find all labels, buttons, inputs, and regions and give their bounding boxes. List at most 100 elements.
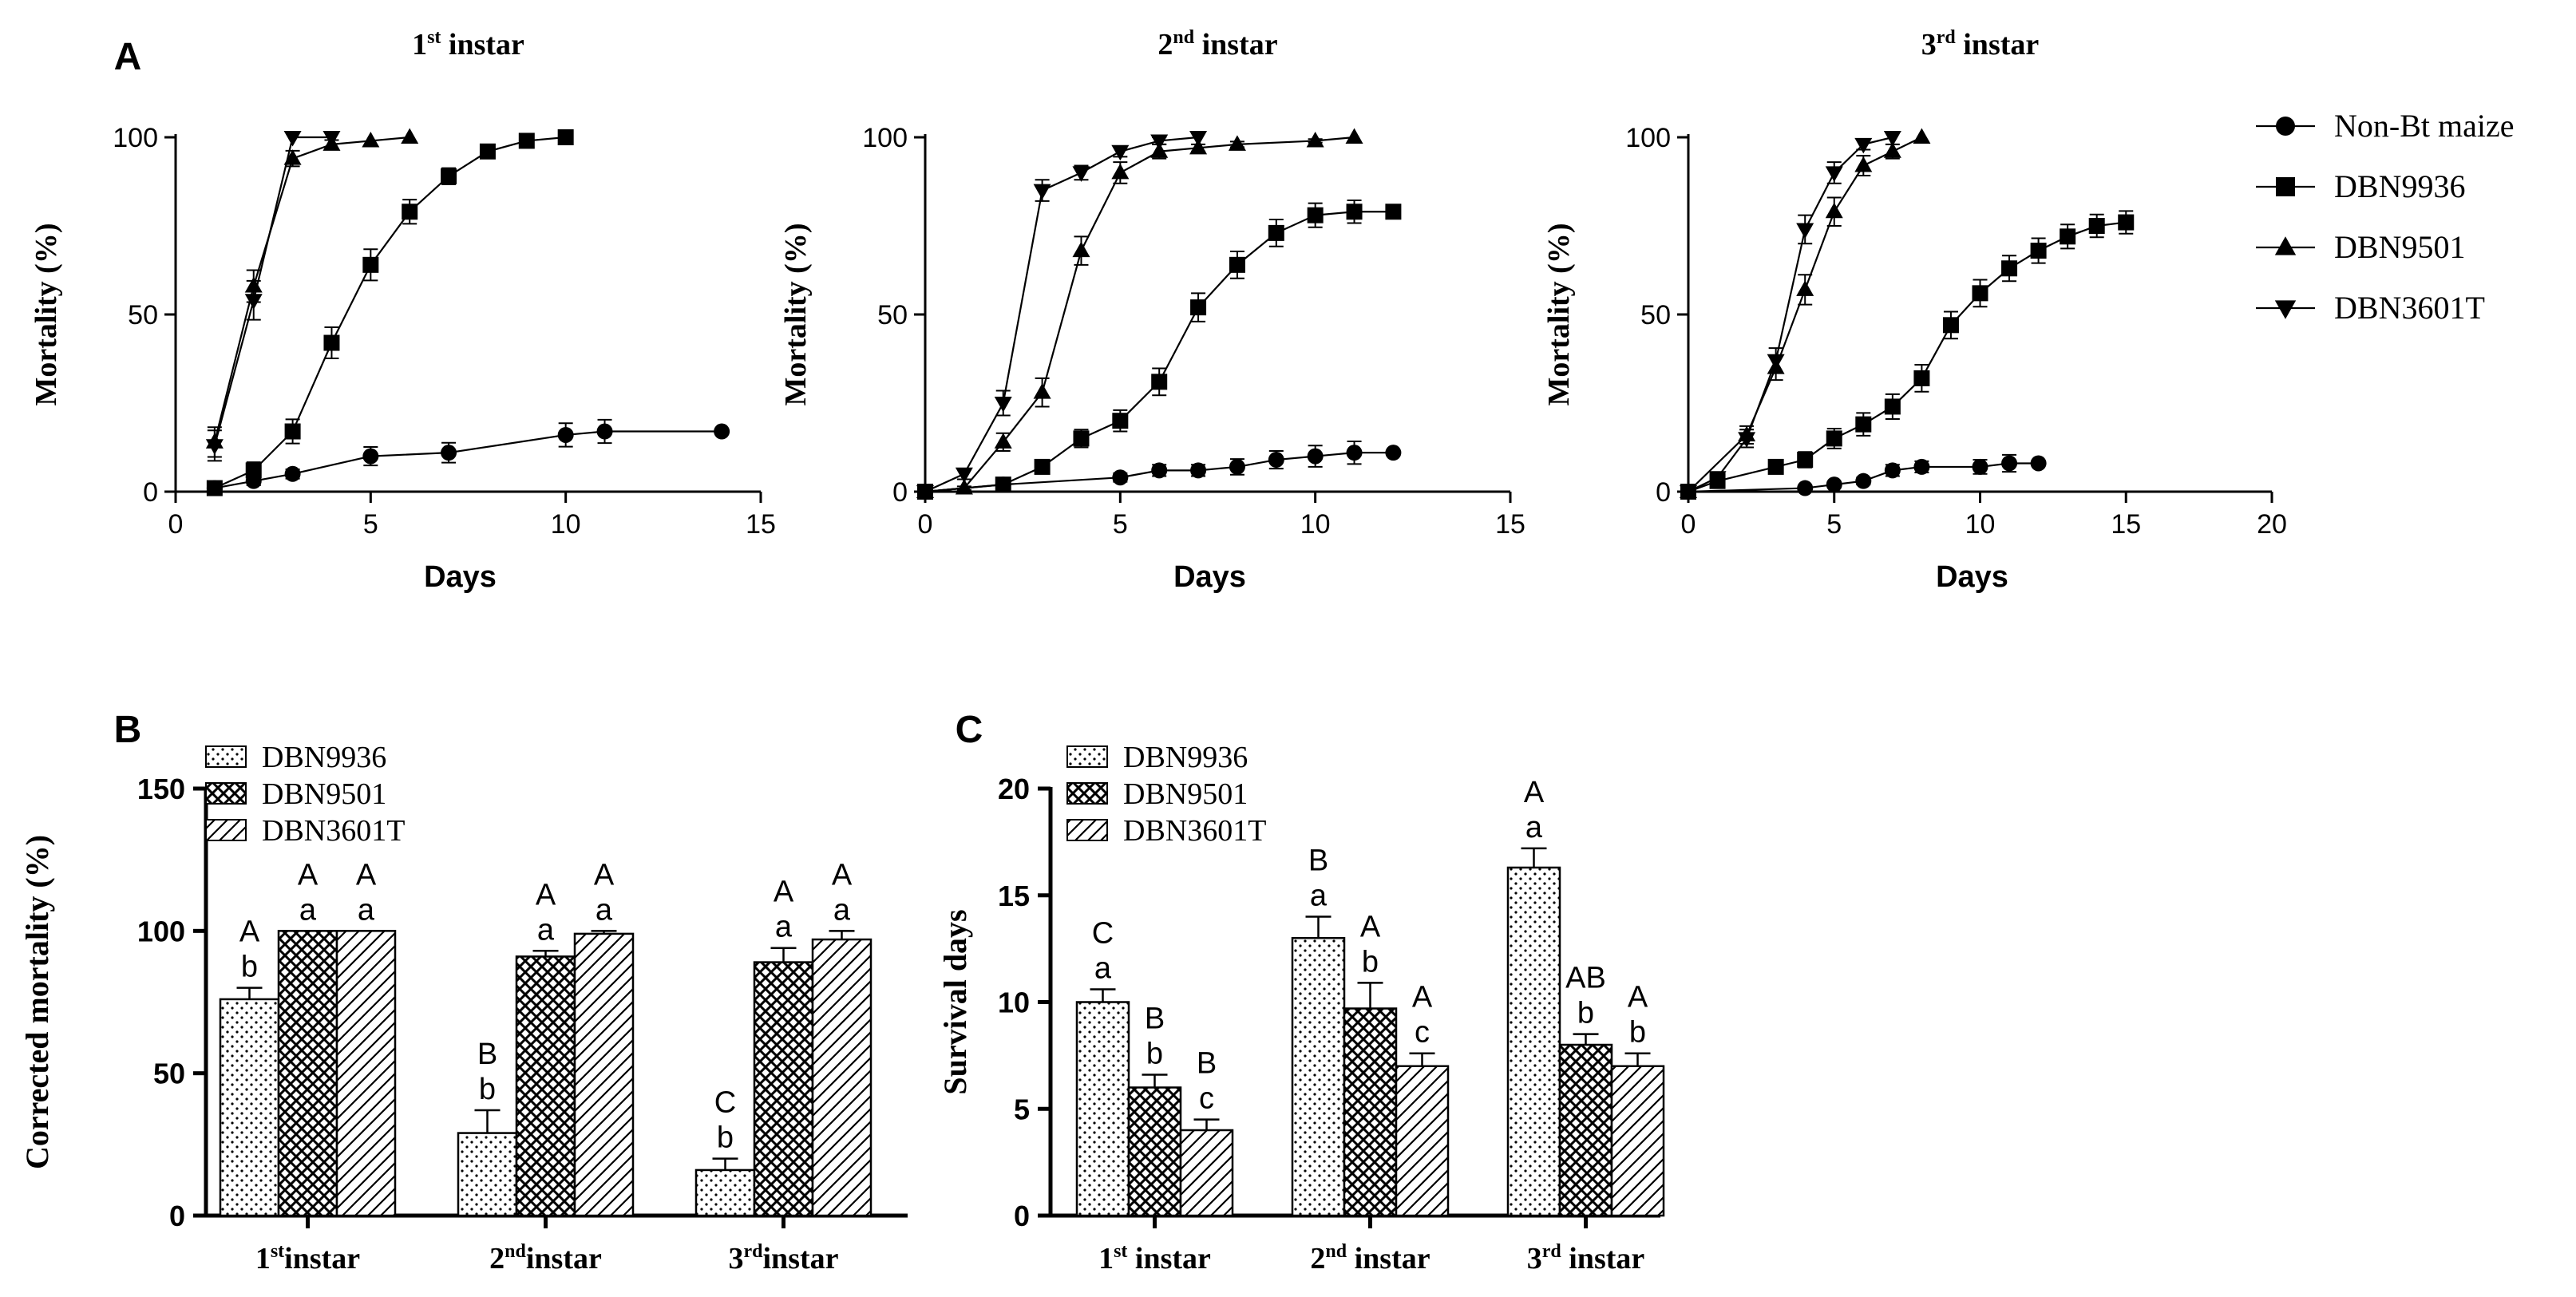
chart-b-x-tick-label: 1stinstar	[255, 1241, 360, 1275]
chart-a1-x-tick-label: 5	[363, 509, 378, 540]
chart-a3-point-triangle-down	[1854, 137, 1873, 154]
panel-b-label: B	[114, 709, 142, 751]
chart-b-x-tick-label-sup: rd	[744, 1241, 764, 1262]
chart-c-x-tick-label: 2nd instar	[1310, 1241, 1430, 1275]
chart-a3-x-tick-label: 10	[1965, 509, 1996, 540]
chart-b-bar-dbn9936	[457, 1132, 518, 1217]
chart-a3-point-square	[2088, 218, 2105, 234]
chart-a2-title-rest: instar	[1194, 28, 1278, 61]
chart-a3-title-rest: instar	[1956, 28, 2040, 61]
chart-b-bar-dbn9501	[277, 930, 338, 1217]
chart-a2-point-triangle-up	[994, 433, 1012, 449]
chart-a1-point-square	[362, 256, 379, 273]
chart-a3-series-triangle-down-line	[1688, 136, 1893, 492]
chart-a1-point-triangle-up	[401, 128, 419, 144]
chart-b-sig-upper: A	[298, 858, 319, 892]
panel-c-label: C	[956, 709, 983, 751]
chart-a2-point-square	[1346, 204, 1363, 220]
chart-a3-point-square	[1826, 430, 1842, 447]
chart-a1-point-square	[206, 480, 223, 496]
chart-c-y-tick-label: 10	[998, 987, 1030, 1019]
chart-c-bar-dbn9936	[1506, 866, 1561, 1217]
legend-a-marker-circle	[2276, 117, 2295, 136]
chart-b-bar-dbn9501	[515, 955, 576, 1217]
chart-a2-title: 2nd instar	[1157, 27, 1277, 61]
chart-b-sig-lower: a	[833, 893, 851, 927]
chart-c-sig-upper: C	[1092, 916, 1114, 950]
chart-a1-x-tick-label: 15	[746, 509, 776, 540]
chart-c-x-tick-label: 1st instar	[1098, 1241, 1211, 1275]
chart-a2-point-triangle-down	[955, 467, 973, 484]
chart-b-x-tick-label-sup: nd	[505, 1241, 526, 1262]
chart-a3-point-triangle-down	[1680, 485, 1697, 501]
chart-a3-point-square	[2118, 214, 2135, 231]
chart-a2-point-square	[1229, 256, 1245, 273]
chart-a3-y-tick-label: 50	[1640, 300, 1671, 330]
chart-a3-point-circle	[2001, 455, 2018, 472]
chart-a2-series-triangle-up-line	[924, 136, 1355, 493]
chart-a3-point-square	[2030, 243, 2047, 259]
chart-a2-point-square	[1073, 430, 1090, 447]
chart-c-bar-dbn9501	[1558, 1043, 1613, 1217]
chart-a1-series-triangle-up-line	[213, 136, 410, 443]
chart-a1-y-label: Mortality (%)	[30, 223, 63, 406]
chart-c-sig-lower: a	[1094, 951, 1112, 985]
chart-a1-title-sup: st	[427, 27, 441, 48]
chart-a3-x-label: Days	[1936, 560, 2008, 594]
chart-b-sig-upper: A	[536, 878, 556, 911]
chart-a2-series-square-line	[924, 211, 1394, 493]
chart-a2-x-tick-label: 0	[918, 509, 933, 540]
chart-c-y-tick-label: 15	[998, 880, 1030, 912]
chart-a2-point-triangle-up	[1306, 131, 1324, 148]
chart-a2-point-triangle-up	[1111, 163, 1130, 180]
chart-a3-point-square	[2001, 260, 2018, 277]
chart-c-x-tick-label-rest: instar	[1127, 1242, 1211, 1275]
chart-a3-point-triangle-down	[1767, 354, 1785, 370]
chart-b-x-tick-label-sup: st	[271, 1241, 284, 1262]
chart-b-x-tick-label-rest: instar	[526, 1242, 602, 1275]
chart-a3-point-square	[2060, 228, 2076, 245]
chart-a3-point-triangle-down	[1883, 131, 1901, 147]
chart-b-sig-lower: a	[537, 913, 555, 947]
chart-a3-point-triangle-down	[1796, 223, 1814, 239]
chart-b-x-tick-label-main: 1	[255, 1242, 271, 1275]
chart-c-sig-upper: A	[1524, 776, 1545, 809]
chart-a3-point-triangle-up	[1796, 280, 1814, 296]
chart-a2-series-triangle-down-line	[924, 136, 1199, 493]
chart-a1-y-tick-label: 0	[143, 477, 158, 508]
chart-a2-point-square	[1151, 374, 1168, 390]
chart-b-sig-lower: b	[717, 1121, 734, 1155]
chart-a2-point-triangle-down	[1150, 134, 1169, 150]
chart-b-legend-label: DBN3601T	[262, 814, 405, 848]
chart-a1-title-rest: instar	[441, 28, 524, 61]
chart-a3-point-triangle-down	[1708, 471, 1727, 487]
chart-c-legend-swatch	[1066, 819, 1108, 841]
chart-b-x-tick-label: 3rdinstar	[729, 1241, 839, 1275]
chart-a3-point-circle	[1826, 476, 1842, 493]
chart-a1-point-square	[323, 334, 340, 351]
chart-a1-series-square-line	[214, 136, 566, 489]
chart-c-legend-swatch	[1066, 782, 1108, 805]
chart-a1-point-circle	[557, 426, 574, 443]
chart-a1-x-label: Days	[424, 560, 497, 594]
chart-c-x-tick-label-rest: instar	[1347, 1242, 1430, 1275]
chart-a3-point-square	[1797, 452, 1814, 469]
chart-a3-series-triangle-up-line	[1688, 136, 1922, 492]
chart-a1-point-square	[479, 143, 496, 160]
chart-b-sig-lower: a	[596, 893, 613, 927]
chart-c-sig-lower: a	[1310, 880, 1328, 913]
chart-a3-point-triangle-down	[1738, 432, 1756, 448]
legend-a-label: Non-Bt maize	[2334, 108, 2515, 144]
chart-a1-y-tick-label: 100	[113, 123, 158, 153]
chart-a1-series-triangle-down-line	[213, 136, 332, 446]
chart-c-legend-label: DBN9501	[1123, 777, 1248, 811]
chart-b-sig-upper: A	[356, 858, 377, 892]
chart-a3-point-triangle-up	[1854, 156, 1873, 172]
chart-a2-point-circle	[1307, 448, 1324, 465]
panel-a-label: A	[114, 36, 142, 78]
chart-c-x-tick-label: 3rd instar	[1527, 1241, 1645, 1275]
chart-a3-x-tick-label: 0	[1681, 509, 1696, 540]
chart-b-y-tick-label: 100	[137, 915, 185, 947]
chart-a3-point-square	[1913, 370, 1930, 386]
